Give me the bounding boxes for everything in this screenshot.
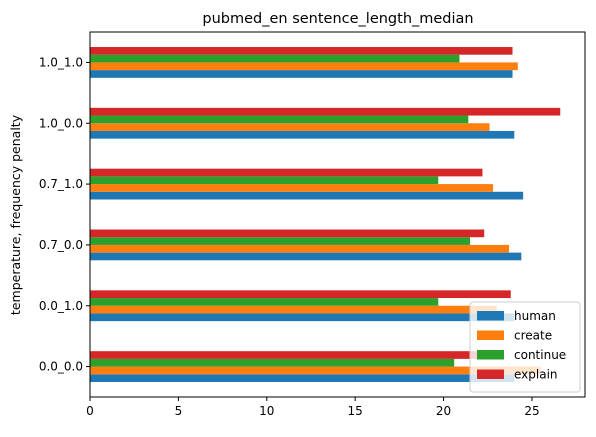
bar-continue-0.0_1.0 [90,298,439,306]
bar-continue-0.7_0.0 [90,237,471,245]
bar-human-1.0_1.0 [90,70,513,78]
y-tick-label: 1.0_1.0 [39,55,83,69]
y-tick-label: 0.7_0.0 [39,238,83,252]
x-ticks-group: 0 5 10 15 20 25 [86,397,540,418]
bar-explain-1.0_1.0 [90,47,513,55]
bar-human-0.0_1.0 [90,313,515,322]
bar-explain-0.0_0.0 [90,351,497,359]
y-tick-label: 0.0_0.0 [39,360,83,374]
x-tick-label: 25 [524,404,539,418]
bar-explain-0.0_1.0 [90,290,511,299]
bar-create-1.0_0.0 [90,123,490,131]
y-tick-label: 0.0_1.0 [39,299,83,313]
bar-create-0.7_0.0 [90,244,509,253]
legend-swatch-explain [477,369,504,379]
bar-create-0.0_1.0 [90,305,497,314]
legend-swatch-continue [477,350,504,360]
y-ticks-group: 0.0_0.0 0.0_1.0 0.7_0.0 0.7_1.0 1.0_0.0 1.0_1… [39,55,90,374]
legend-label-continue: continue [514,348,566,362]
bar-continue-0.0_0.0 [90,358,455,367]
bar-explain-1.0_0.0 [90,107,561,116]
bar-human-0.7_1.0 [90,191,524,200]
bar-create-1.0_1.0 [90,62,518,71]
plot-frame [89,31,586,398]
bar-create-0.0_0.0 [90,366,541,375]
y-tick-label: 0.7_1.0 [39,177,83,191]
y-tick-label: 1.0_0.0 [39,116,83,130]
bars-group [90,47,561,382]
legend-label-explain: explain [514,368,558,382]
bar-human-0.7_0.0 [90,252,522,261]
bar-create-0.7_1.0 [90,184,494,192]
legend-label-human: human [514,309,556,323]
bar-explain-0.7_0.0 [90,229,485,238]
bar-explain-0.7_1.0 [90,168,483,177]
legend-label-create: create [514,329,552,343]
legend: human create continue explain [469,301,581,393]
x-tick-label: 0 [86,404,94,418]
bar-human-0.0_0.0 [90,374,515,382]
x-tick-label: 5 [175,404,183,418]
x-tick-label: 20 [436,404,451,418]
chart-title: pubmed_en sentence_length_median [202,11,473,27]
bar-continue-1.0_1.0 [90,54,460,63]
bar-continue-1.0_0.0 [90,115,469,124]
legend-swatch-create [477,330,504,340]
bar-human-1.0_0.0 [90,130,515,139]
x-tick-label: 10 [259,404,274,418]
bar-continue-0.7_1.0 [90,176,439,185]
y-axis-label: temperature, frequency penalty [8,114,23,315]
x-tick-label: 15 [348,404,363,418]
legend-swatch-human [477,311,504,321]
